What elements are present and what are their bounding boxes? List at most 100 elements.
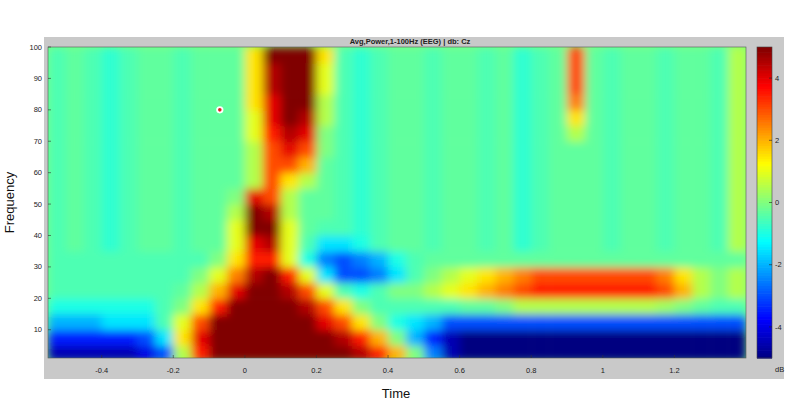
cell [352, 220, 370, 236]
cell [102, 204, 120, 220]
cell [585, 251, 603, 267]
cell [657, 220, 675, 236]
cell [406, 47, 424, 63]
x-tick [173, 355, 174, 358]
cell [137, 78, 155, 94]
cell [137, 141, 155, 157]
cell [263, 173, 281, 189]
cell [48, 283, 66, 299]
cell [478, 283, 496, 299]
cell [442, 157, 460, 173]
cell [388, 157, 406, 173]
cell [549, 188, 567, 204]
cell [245, 110, 263, 126]
colorbar-tick [769, 326, 772, 327]
cell [370, 47, 388, 63]
cell [137, 345, 155, 358]
cell [102, 283, 120, 299]
cell [549, 126, 567, 142]
cell [585, 298, 603, 314]
cell [567, 330, 585, 346]
cell [84, 63, 102, 79]
x-tick-label: 1.2 [669, 366, 679, 375]
cell [299, 220, 317, 236]
cell [334, 63, 352, 79]
cell [531, 204, 549, 220]
cell [209, 314, 227, 330]
cell [173, 283, 191, 299]
cell [334, 283, 352, 299]
cell [84, 267, 102, 283]
cell [478, 330, 496, 346]
cell [513, 283, 531, 299]
cell [66, 330, 84, 346]
cell [406, 235, 424, 251]
cell [191, 220, 209, 236]
cell [334, 110, 352, 126]
cell [263, 251, 281, 267]
cell [674, 204, 692, 220]
cell [531, 314, 549, 330]
cell [674, 251, 692, 267]
cell [513, 94, 531, 110]
y-tick [48, 109, 51, 110]
cell [424, 63, 442, 79]
cell [639, 110, 657, 126]
cell [173, 47, 191, 63]
cell [478, 173, 496, 189]
cell [155, 251, 173, 267]
cell [102, 126, 120, 142]
plot-area [48, 47, 746, 358]
cell [263, 47, 281, 63]
cell [137, 173, 155, 189]
cell [674, 283, 692, 299]
cell [603, 298, 621, 314]
cell [173, 298, 191, 314]
cell [334, 235, 352, 251]
cell [263, 314, 281, 330]
cell [245, 63, 263, 79]
cell [137, 47, 155, 63]
cell [191, 188, 209, 204]
cell [352, 47, 370, 63]
cell [66, 63, 84, 79]
cell [549, 141, 567, 157]
cell [692, 94, 710, 110]
cell [531, 94, 549, 110]
cell [460, 283, 478, 299]
cell [657, 188, 675, 204]
cell [48, 330, 66, 346]
cell [66, 188, 84, 204]
cell [424, 283, 442, 299]
cell [442, 267, 460, 283]
cell [442, 78, 460, 94]
cell [424, 345, 442, 358]
cell [155, 63, 173, 79]
cell [406, 188, 424, 204]
cell [603, 173, 621, 189]
cell [621, 110, 639, 126]
cell [657, 63, 675, 79]
cell [674, 173, 692, 189]
x-tick [459, 355, 460, 358]
cell [460, 47, 478, 63]
cell [370, 126, 388, 142]
cell [495, 63, 513, 79]
cell [84, 94, 102, 110]
cell [299, 173, 317, 189]
cell [370, 283, 388, 299]
cell [263, 345, 281, 358]
colorbar-label: dB [775, 365, 784, 374]
cell [245, 78, 263, 94]
cell [370, 188, 388, 204]
cell [549, 267, 567, 283]
cell [424, 251, 442, 267]
cell [460, 235, 478, 251]
cell [478, 63, 496, 79]
cell [48, 47, 66, 63]
title: Avg,Power,1-100Hz (EEG) | db: Cz [350, 37, 471, 46]
cell [155, 126, 173, 142]
cell [728, 188, 746, 204]
cell [334, 251, 352, 267]
colorbar-tick-label: 2 [775, 136, 779, 145]
